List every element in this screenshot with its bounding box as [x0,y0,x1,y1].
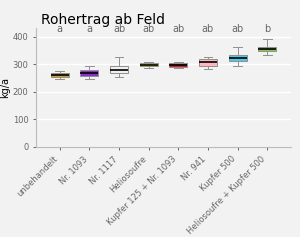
Text: ab: ab [232,24,244,34]
PathPatch shape [199,59,217,66]
Y-axis label: kg/a: kg/a [0,77,10,98]
PathPatch shape [258,47,276,51]
Text: ab: ab [142,24,155,34]
PathPatch shape [110,66,128,73]
PathPatch shape [140,63,158,66]
PathPatch shape [229,55,247,61]
Text: ab: ab [113,24,125,34]
PathPatch shape [80,70,98,76]
Text: a: a [86,24,92,34]
Text: Rohertrag ab Feld: Rohertrag ab Feld [41,13,165,27]
Text: b: b [264,24,270,34]
Text: ab: ab [202,24,214,34]
PathPatch shape [169,64,187,67]
Text: a: a [57,24,63,34]
Text: ab: ab [172,24,184,34]
PathPatch shape [51,73,69,77]
